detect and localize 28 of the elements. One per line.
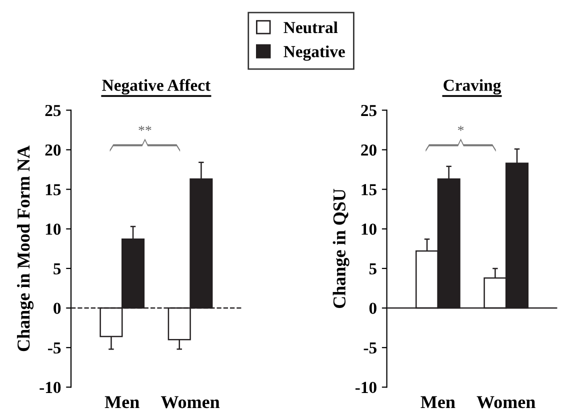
y-tick-label: 10 (46, 224, 61, 235)
x-tick-label: Women (476, 396, 536, 408)
y-tick-label: -10 (355, 382, 376, 394)
y-tick-label: 0 (369, 302, 376, 314)
y-tick-label: -5 (364, 342, 376, 354)
y-tick-label: 15 (362, 184, 376, 196)
chart-title: Negative Affect (102, 79, 210, 94)
y-tick-label: -5 (48, 342, 61, 354)
y-tick-label: -10 (40, 382, 61, 394)
chart-title: Craving (444, 79, 502, 94)
y-tick-label: 10 (362, 224, 376, 235)
y-tick-label: 20 (45, 144, 61, 156)
legend-label: Negative (284, 46, 345, 61)
y-tick-label: 0 (54, 302, 61, 314)
annotation: ** (138, 126, 152, 131)
y-tick-label: 5 (54, 263, 61, 274)
x-tick-label: Women (160, 396, 220, 408)
y-tick-label: 25 (45, 104, 61, 116)
x-tick-label: Men (104, 396, 140, 408)
annotation: * (458, 126, 464, 131)
legend-label: Neutral (284, 21, 338, 34)
y-tick-label: 20 (361, 144, 376, 156)
y-tick-label: 5 (369, 263, 376, 274)
x-tick-label: Men (420, 396, 456, 408)
y-tick-label: 25 (361, 104, 376, 116)
y-axis-title: Change in QSU (332, 188, 350, 308)
y-axis-title: Change in Mood Form NA (16, 145, 34, 352)
y-tick-label: 15 (46, 184, 61, 196)
